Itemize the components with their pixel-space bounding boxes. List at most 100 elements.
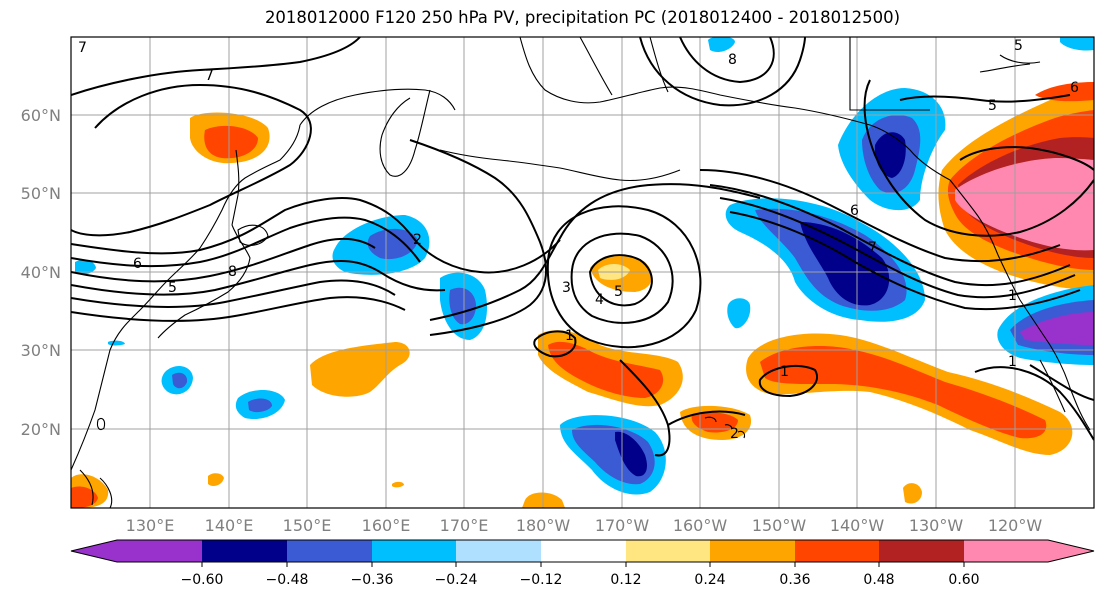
coast-us-west (1019, 299, 1091, 431)
pv-label: 2 (413, 232, 422, 248)
pv-contour-arctic-low (679, 37, 775, 84)
lat-label: 60°N (21, 106, 61, 125)
pv-label: 5 (1014, 38, 1023, 54)
pv-contour-subtropical-3 (974, 366, 1094, 441)
colorbar-tick-label: 0.60 (948, 572, 979, 588)
precip-anomaly-small-2-core (248, 398, 272, 413)
lon-label: 160°E (362, 516, 411, 535)
coast-alaska-north (579, 37, 669, 96)
colorbar-bin (879, 540, 964, 562)
lon-label: 140°E (205, 516, 254, 535)
pv-contour-ne-pacific-2 (709, 184, 1071, 287)
lon-label: 150°W (752, 516, 807, 535)
coast-hokkaido (237, 224, 269, 246)
lon-label: 150°E (283, 516, 332, 535)
colorbar-bin (287, 540, 372, 562)
pv-label: 4 (595, 292, 604, 308)
pv-contour-ne-pacific-3 (719, 197, 1076, 299)
pv-label: 5 (168, 280, 177, 296)
pv-label: 1 (780, 364, 789, 380)
pv-label: 3 (562, 280, 571, 296)
colorbar-tick-label: −0.24 (435, 572, 478, 588)
colorbar-tick-label: 0.12 (610, 572, 641, 588)
precip-anomaly-arctic (708, 37, 735, 52)
precip-anomaly-japan-east-core (367, 228, 418, 260)
lon-label: 120°W (988, 516, 1043, 535)
coast-philippines (79, 469, 113, 508)
colorbar-tick-label: 0.36 (779, 572, 810, 588)
pv-contour-bottom-right (1029, 364, 1094, 401)
precip-anomaly-bottom-right (903, 483, 922, 504)
pv-label: 6 (133, 256, 142, 272)
graticule (71, 37, 1094, 508)
pv-contours (71, 37, 1094, 457)
colorbar-bin (795, 540, 879, 562)
coast-hawaii (704, 416, 746, 439)
pv-label: 2 (730, 426, 739, 442)
pv-contour-subtropical-2 (533, 330, 577, 358)
precip-anomaly-west-coast-max (955, 158, 1094, 251)
precip-anomaly-subtropical-east-core (760, 346, 1047, 439)
pv-contour-trough-2 (409, 139, 547, 336)
pv-contour-south-trough (619, 359, 746, 457)
colorbar-bin (710, 540, 795, 562)
longitude-labels: 130°E 140°E 150°E 160°E 170°E 180°W 170°… (126, 516, 1043, 535)
coast-greenland-edge (849, 37, 930, 111)
lon-label: 160°W (673, 516, 728, 535)
pv-contour-ne-pacific-6 (899, 94, 1071, 103)
pv-contour-2 (71, 279, 396, 308)
pv-label: 5 (988, 98, 997, 114)
precip-anomaly-gulf-alaska-max (874, 132, 906, 178)
pv-contour-arctic-low-2 (639, 37, 806, 107)
pv-contour-ne-pacific-5 (863, 79, 1094, 237)
lon-label: 130°W (909, 516, 964, 535)
colorbar-bin (456, 540, 541, 562)
colorbar-tick-label: −0.48 (266, 572, 309, 588)
colorbar-labels: −0.60 −0.48 −0.36 −0.24 −0.12 0.12 0.24 … (181, 572, 980, 588)
precip-anomaly-hawaii-core (691, 412, 738, 433)
pv-contour-3 (71, 260, 446, 296)
coast-taiwan-islands (96, 417, 106, 431)
precip-anomaly-small-6 (392, 481, 404, 488)
colorbar-tick-label: −0.60 (181, 572, 224, 588)
pv-label: 1 (1008, 288, 1017, 304)
pv-label: 5 (614, 284, 623, 300)
pv-contour-central-low-mid (570, 232, 674, 324)
precip-anomaly-top-right (1060, 37, 1094, 51)
coast-alaska (519, 37, 951, 181)
map-border (70, 36, 1095, 509)
pv-label: 7 (868, 240, 877, 256)
map-title: 2018012000 F120 250 hPa PV, precipitatio… (264, 8, 901, 27)
precip-anomaly-sw-us-core (1020, 312, 1094, 345)
precip-anomaly-small-4 (208, 473, 224, 486)
coast-aleutians (439, 149, 681, 182)
colorbar-bin (541, 540, 626, 562)
precip-anomaly-small-3 (727, 298, 751, 329)
pv-contour-subtropical-1 (758, 364, 818, 398)
pv-label: 1 (565, 328, 574, 344)
pv-contour-trough-1 (429, 183, 761, 321)
latitude-labels: 60°N 50°N 40°N 30°N 20°N (21, 106, 61, 439)
colorbar-extend-right (1048, 540, 1094, 562)
colorbar-outline (70, 539, 1095, 563)
lon-label: 170°E (440, 516, 489, 535)
precip-anomaly-okhotsk-core (204, 125, 258, 159)
pv-label: 8 (228, 264, 237, 280)
colorbar-ticks (201, 562, 965, 567)
lon-label: 180°W (516, 516, 571, 535)
lat-label: 20°N (21, 420, 61, 439)
precip-anomaly-small-1-core (172, 372, 188, 389)
precip-anomaly-small-7 (75, 260, 96, 275)
colorbar-bin (202, 540, 287, 562)
pv-contour-7-north (71, 37, 361, 96)
precip-shading (71, 37, 1094, 508)
pv-contour-4 (71, 237, 376, 283)
colorbar-tick-label: 0.24 (694, 572, 725, 588)
lat-label: 40°N (21, 263, 61, 282)
colorbar-bin (372, 540, 456, 562)
pv-contour-loop-okhotsk (71, 83, 312, 237)
pv-label: 6 (850, 203, 859, 219)
colorbar-tick-label: −0.12 (520, 572, 563, 588)
coastlines (71, 37, 1091, 508)
pv-label: 1 (1008, 354, 1017, 370)
